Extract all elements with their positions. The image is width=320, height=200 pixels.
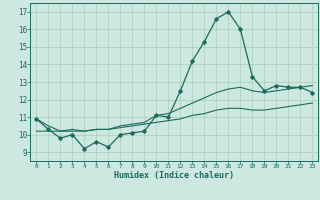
X-axis label: Humidex (Indice chaleur): Humidex (Indice chaleur) — [115, 171, 234, 180]
